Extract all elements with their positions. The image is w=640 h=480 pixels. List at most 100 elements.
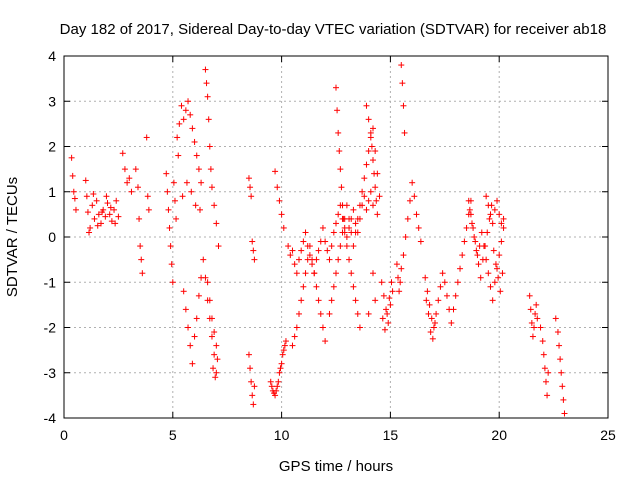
data-point [204,93,211,100]
data-point [205,116,212,123]
data-point [368,143,375,150]
data-point [356,324,363,331]
data-point [465,197,472,204]
data-point [291,261,298,268]
data-point [374,211,381,218]
data-point [250,401,257,408]
data-point [210,365,217,372]
data-point [475,261,482,268]
data-point [467,211,474,218]
data-point [171,197,178,204]
data-point [176,120,183,127]
data-point [542,378,549,385]
data-point [478,229,485,236]
data-point [461,238,468,245]
data-point [485,202,492,209]
data-point [492,261,499,268]
data-point [211,329,218,336]
data-point [469,220,475,227]
data-point [192,202,199,209]
data-point [89,202,96,209]
data-point [426,301,433,308]
data-point [491,206,498,213]
data-point [399,80,406,87]
data-point [309,256,316,263]
data-point [346,224,353,231]
data-point [249,238,256,245]
data-point [457,265,464,272]
data-point [298,297,305,304]
data-point [495,274,502,281]
data-point [134,184,141,191]
data-point [315,297,322,304]
data-point [396,288,403,295]
data-point [352,220,359,227]
data-point [528,319,535,326]
data-point [322,338,329,345]
data-point [143,134,150,141]
data-point [278,211,285,218]
data-point [213,220,220,227]
data-point [72,206,79,213]
data-point [527,306,534,313]
data-point [348,270,355,277]
data-point [70,188,77,195]
data-point [429,335,436,342]
data-point [169,279,176,286]
data-point [427,329,434,336]
data-point [208,184,215,191]
data-point [363,102,370,109]
data-point [251,383,258,390]
data-point [300,283,307,290]
data-point [202,66,209,73]
data-point [556,342,563,349]
data-point [126,175,133,182]
data-point [170,179,177,186]
data-points [68,62,568,417]
data-point [281,342,288,349]
y-tick-label: 4 [48,48,56,64]
data-point [372,184,379,191]
data-point [422,274,429,281]
data-point [435,297,442,304]
data-point [311,270,318,277]
data-point [104,200,111,207]
data-point [389,288,396,295]
data-point [248,193,255,200]
data-point [336,148,343,155]
data-point [302,229,309,236]
data-point [398,62,405,69]
data-point [182,107,189,114]
data-point [415,224,422,231]
data-point [280,347,287,354]
data-point [213,369,220,376]
data-point [247,184,254,191]
data-point [180,288,187,295]
data-point [398,265,405,272]
data-point [87,224,94,231]
grid-lines [64,56,608,418]
data-point [119,150,126,157]
data-point [313,283,320,290]
data-point [361,193,368,200]
data-point [296,256,303,263]
data-point [306,252,313,259]
data-point [463,224,470,231]
data-point [439,270,446,277]
data-point [423,297,430,304]
data-point [400,252,407,259]
data-point [411,193,418,200]
data-point [497,288,504,295]
data-point [367,129,374,136]
data-point [272,168,279,175]
data-point [103,193,110,200]
data-point [459,252,466,259]
data-point [90,191,97,198]
data-point [198,179,205,186]
data-point [359,188,366,195]
data-point [69,172,76,179]
data-point [417,238,424,245]
data-point [112,220,119,227]
data-point [99,209,106,216]
data-point [526,292,533,299]
